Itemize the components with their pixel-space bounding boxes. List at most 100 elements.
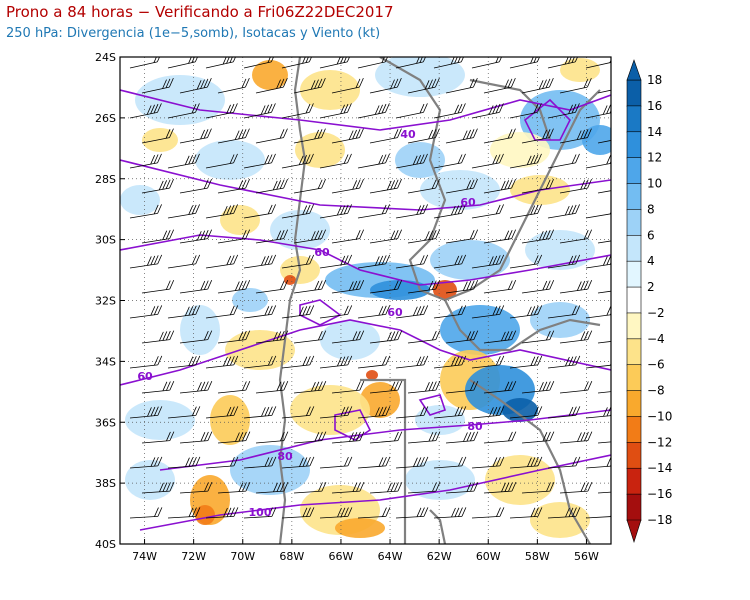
lat-tick-label: 34S: [95, 355, 116, 368]
wind-barb: [445, 229, 479, 244]
wind-barb: [243, 507, 277, 519]
barb-staff: [433, 515, 462, 519]
barb-flag: [382, 406, 387, 416]
barb-flag: [302, 205, 308, 215]
barb-staff: [243, 364, 272, 369]
barb-flag: [272, 180, 278, 191]
barb-flag: [461, 507, 467, 517]
barb-staff: [281, 212, 310, 219]
wind-barb: [407, 431, 441, 444]
barb-flag: [169, 77, 174, 88]
barb-flag: [622, 79, 626, 88]
barb-flag: [233, 204, 238, 214]
barb-flag: [420, 507, 425, 517]
barb-flag: [157, 507, 163, 517]
barb-flag: [457, 305, 463, 315]
barb-staff: [243, 313, 272, 319]
wind-barb: [319, 406, 353, 419]
divergence-cell: [335, 518, 385, 538]
barb-flag: [352, 331, 358, 341]
barb-flag: [454, 507, 460, 517]
barb-staff: [471, 465, 500, 469]
wind-barb: [255, 330, 289, 344]
barb-flag: [381, 103, 387, 114]
barb-flag: [242, 381, 247, 391]
wind-barb: [281, 254, 315, 269]
barb-flag: [191, 204, 197, 215]
wind-barb: [331, 279, 365, 294]
barb-flag: [435, 330, 441, 340]
barb-flag: [385, 103, 390, 113]
barb-flag: [314, 381, 320, 392]
barb-flag: [397, 128, 402, 138]
barb-flag: [344, 456, 349, 467]
wind-barb: [585, 514, 611, 519]
isotach-labels: 40 60 60 60 60 80 80 100: [137, 128, 483, 519]
wind-barb: [559, 128, 592, 144]
barb-flag: [394, 482, 399, 492]
barb-staff: [217, 440, 246, 444]
barb-flag: [489, 407, 494, 417]
barb-staff: [331, 86, 360, 94]
divergence-cell: [252, 60, 288, 90]
barb-flag: [264, 406, 270, 417]
barb-flag: [157, 406, 163, 416]
barb-staff: [243, 162, 272, 169]
barb-flag: [397, 431, 403, 441]
wind-barb: [293, 330, 327, 344]
barb-staff: [483, 137, 512, 144]
barb-flag: [337, 356, 342, 367]
barb-flag: [200, 230, 206, 240]
barb-flag: [614, 457, 618, 466]
wind-barb: [521, 128, 554, 144]
colorbar-label: 16: [647, 99, 662, 113]
wind-barb: [559, 229, 593, 244]
barb-flag: [162, 230, 168, 240]
isotach-line: [523, 98, 571, 141]
lon-tick-label: 66W: [329, 550, 354, 563]
wind-barb: [167, 406, 201, 419]
barb-flag: [549, 330, 555, 340]
barb-staff: [319, 515, 348, 519]
barb-flag: [587, 77, 592, 88]
wind-barb: [369, 178, 402, 194]
barb-flag: [423, 507, 429, 517]
barb-flag: [431, 280, 437, 290]
colorbar: 18 16 14 12 10 8 6 4 2 −2 −4 −6 −8 −10 −12 −14 −16 −18: [626, 59, 672, 543]
barb-flag: [352, 180, 358, 190]
barb-flag: [495, 154, 501, 164]
barb-flag: [309, 103, 314, 113]
divergence-cell: [430, 240, 510, 280]
barb-flag: [222, 57, 227, 65]
wind-barb: [141, 380, 175, 394]
barb-flag: [435, 431, 441, 441]
barb-flag: [242, 482, 247, 492]
barb-flag: [188, 57, 192, 64]
barb-flag: [587, 178, 592, 189]
barb-flag: [565, 507, 570, 518]
barb-flag: [283, 431, 289, 441]
barb-flag: [310, 231, 316, 241]
divergence-cell: [395, 142, 445, 178]
barb-flag: [571, 255, 577, 265]
barb-flag: [397, 229, 403, 239]
barb-flag: [267, 154, 273, 164]
barb-flag: [435, 380, 441, 391]
wind-barb: [243, 204, 276, 219]
wind-barb: [129, 204, 162, 219]
barb-flag: [393, 78, 399, 89]
wind-barb: [547, 355, 581, 369]
barb-staff: [331, 187, 360, 194]
barb-staff: [167, 212, 196, 219]
barb-flag: [359, 431, 365, 441]
barb-staff: [547, 414, 576, 419]
barb-flag: [165, 230, 171, 240]
barb-flag: [192, 406, 197, 416]
wind-barb: [243, 406, 277, 419]
barb-flag: [571, 204, 577, 215]
divergence-cell: [125, 460, 175, 500]
barb-flag: [352, 280, 358, 291]
divergence-cell: [320, 320, 380, 360]
barb-flag: [195, 507, 201, 517]
barb-flag: [473, 481, 479, 492]
